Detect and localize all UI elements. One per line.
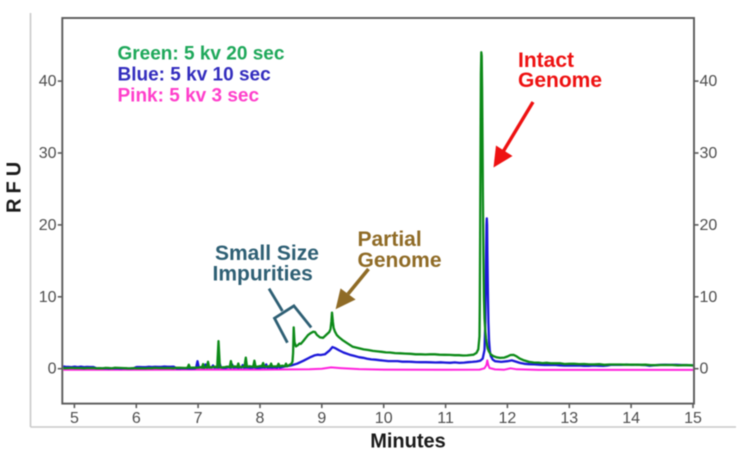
svg-text:Genome: Genome [358, 249, 442, 272]
svg-text:40: 40 [700, 73, 718, 90]
svg-text:Small Size: Small Size [215, 242, 319, 265]
svg-text:Impurities: Impurities [213, 263, 313, 286]
svg-text:40: 40 [39, 73, 57, 90]
svg-text:Partial: Partial [358, 228, 422, 251]
svg-text:11: 11 [437, 410, 454, 427]
svg-text:0: 0 [700, 361, 709, 378]
svg-text:12: 12 [499, 410, 517, 427]
svg-text:30: 30 [39, 145, 57, 162]
svg-text:Blue: 5 kv 10 sec: Blue: 5 kv 10 sec [118, 65, 272, 86]
svg-text:10: 10 [39, 289, 57, 306]
svg-text:13: 13 [560, 410, 578, 427]
svg-text:10: 10 [375, 410, 393, 427]
svg-text:10: 10 [700, 289, 718, 306]
svg-text:20: 20 [700, 217, 718, 234]
svg-text:7: 7 [194, 410, 203, 427]
svg-text:Intact: Intact [518, 49, 574, 72]
svg-text:14: 14 [622, 410, 640, 427]
svg-text:9: 9 [317, 410, 326, 427]
svg-text:30: 30 [700, 145, 718, 162]
svg-text:Green: 5 kv 20 sec: Green: 5 kv 20 sec [118, 44, 285, 65]
svg-text:Pink: 5 kv 3 sec: Pink: 5 kv 3 sec [118, 86, 260, 107]
svg-text:6: 6 [132, 410, 141, 427]
svg-text:5: 5 [70, 410, 79, 427]
svg-text:0: 0 [48, 361, 57, 378]
svg-text:8: 8 [256, 410, 265, 427]
svg-text:Genome: Genome [518, 69, 602, 92]
svg-text:20: 20 [39, 217, 57, 234]
svg-text:Minutes: Minutes [370, 431, 446, 452]
svg-text:15: 15 [684, 410, 702, 427]
svg-text:RFU: RFU [3, 157, 25, 213]
